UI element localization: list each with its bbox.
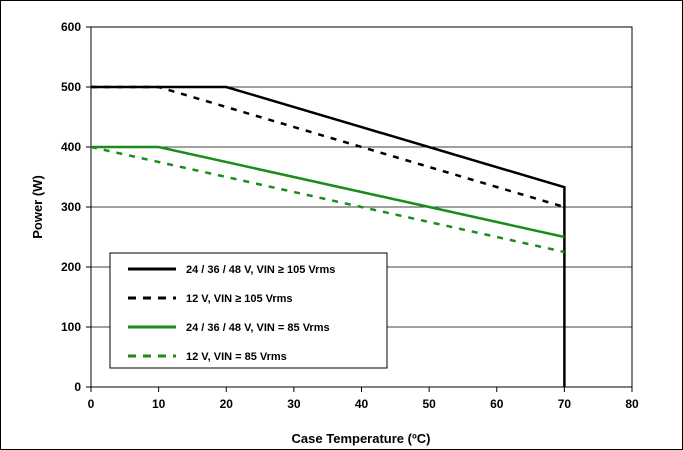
- y-axis-title: Power (W): [30, 175, 45, 239]
- y-tick-label: 0: [74, 380, 81, 394]
- x-tick-label: 60: [490, 397, 504, 411]
- y-tick-label: 400: [61, 140, 81, 154]
- x-tick-label: 50: [422, 397, 436, 411]
- series-line-4: [90, 145, 565, 254]
- y-tick-label: 200: [61, 260, 81, 274]
- y-axis: 0 100 200 300 400 500 600: [61, 20, 91, 394]
- x-axis-title: Case Temperature (ºC): [292, 431, 431, 446]
- legend-label-3: 24 / 36 / 48 V, VIN = 85 Vrms: [186, 322, 330, 334]
- x-tick-label: 0: [88, 397, 95, 411]
- y-tick-label: 500: [61, 80, 81, 94]
- y-tick-label: 600: [61, 20, 81, 34]
- x-tick-label: 30: [287, 397, 301, 411]
- x-tick-label: 80: [625, 397, 639, 411]
- legend-label-4: 12 V, VIN = 85 Vrms: [186, 351, 287, 363]
- x-tick-label: 10: [152, 397, 166, 411]
- y-tick-label: 100: [61, 320, 81, 334]
- series-line-3: [91, 145, 565, 239]
- x-tick-label: 70: [558, 397, 572, 411]
- legend-box: [109, 252, 388, 369]
- legend-label-2: 12 V, VIN ≥ 105 Vrms: [186, 293, 293, 305]
- legend-label-1: 24 / 36 / 48 V, VIN ≥ 105 Vrms: [186, 264, 335, 276]
- x-axis: 0 10 20 30 40 50 60 70 80: [88, 387, 639, 411]
- x-tick-label: 20: [220, 397, 234, 411]
- series-line-2: [91, 85, 565, 209]
- y-tick-label: 300: [61, 200, 81, 214]
- legend: 24 / 36 / 48 V, VIN ≥ 105 Vrms 12 V, VIN …: [109, 252, 388, 369]
- series-lines: [90, 85, 566, 387]
- x-tick-label: 40: [355, 397, 369, 411]
